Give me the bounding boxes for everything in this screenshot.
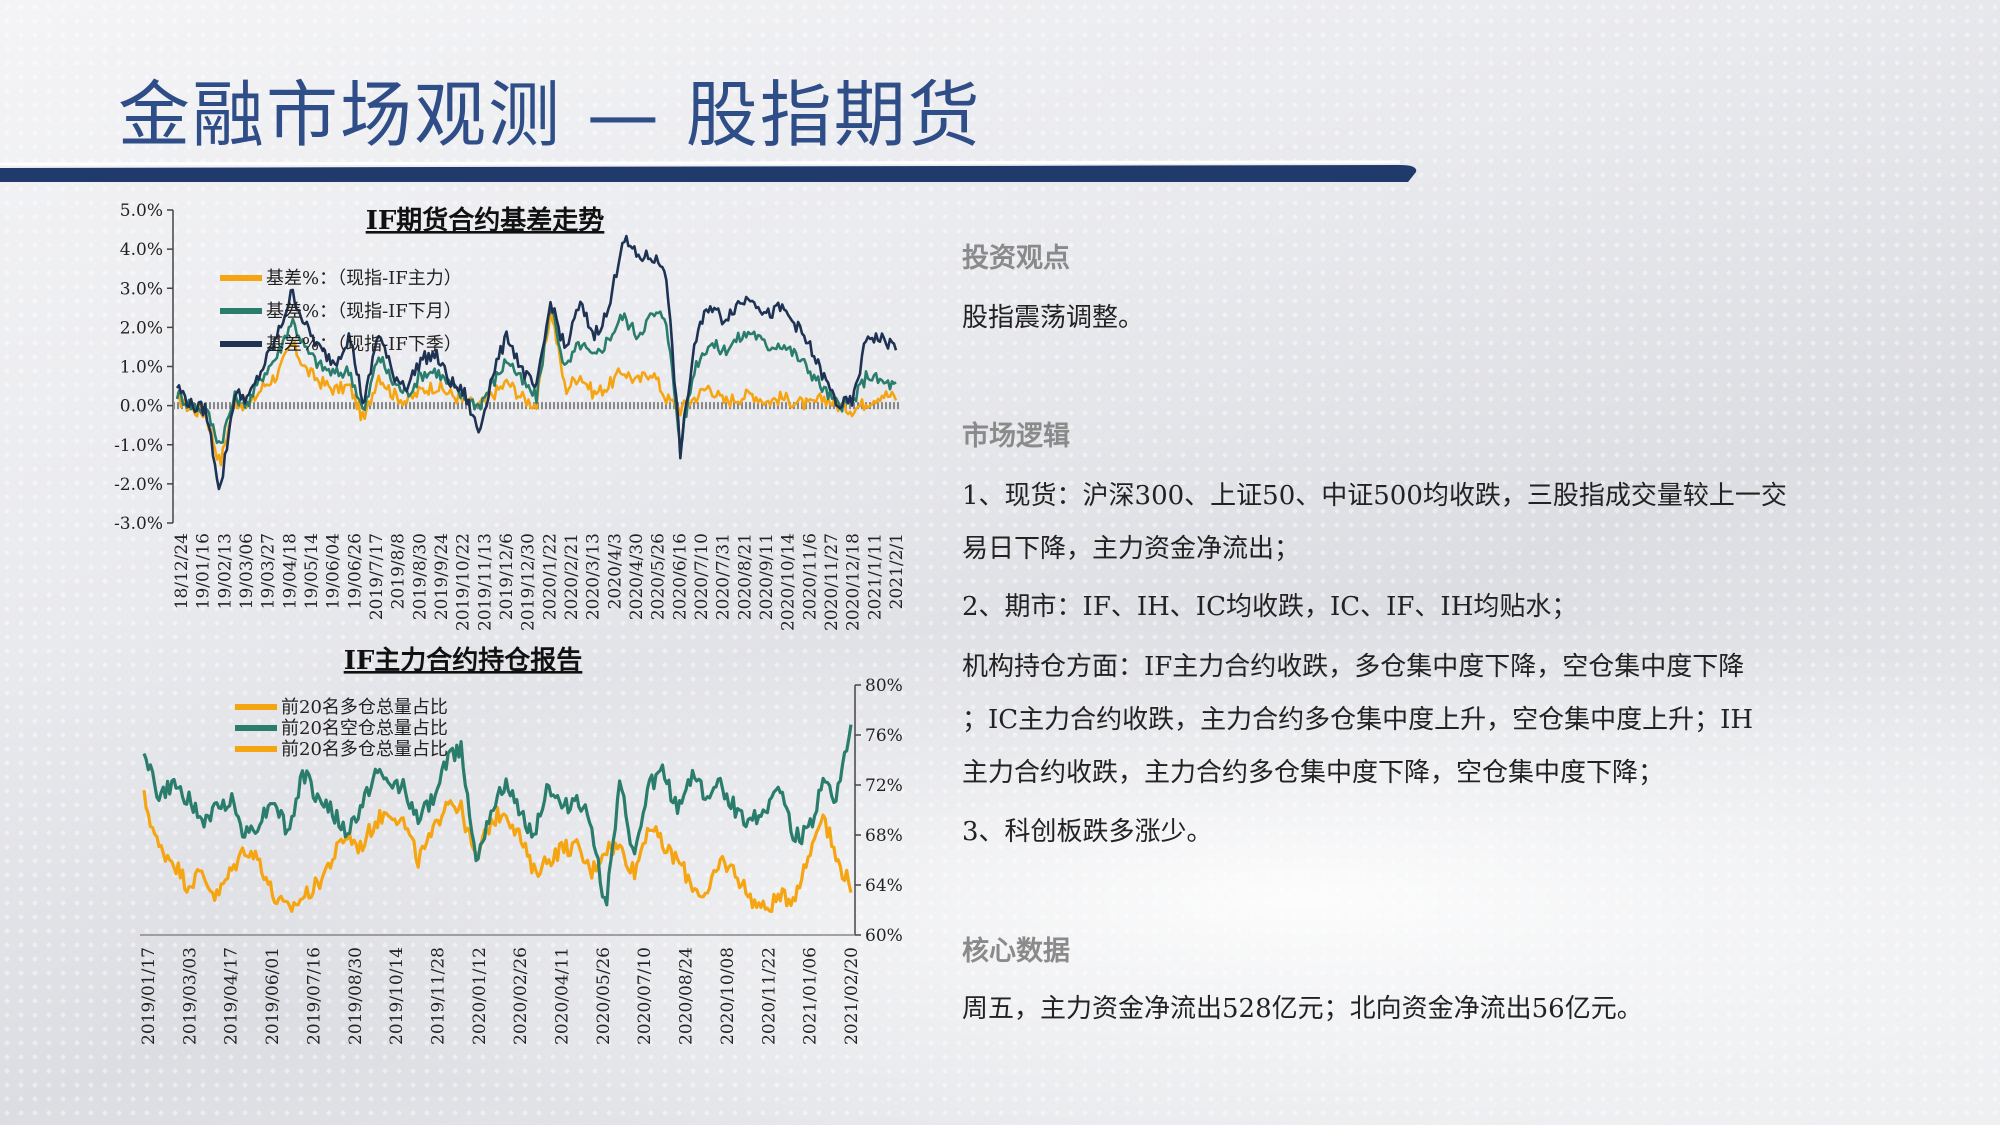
x-tick-label: 2021/2/1 [887,533,907,609]
x-tick-label: 2020/3/13 [584,533,604,620]
chart-title: IF期货合约基差走势 [366,205,605,236]
logic-line: 3、科创板跌多涨少。 [962,817,1213,847]
x-tick-label: 2019/8/30 [410,533,430,620]
y-tick-label: 76% [865,726,903,746]
series-line [142,790,853,913]
page-title: 金融市场观测 — 股指期货 [118,73,982,157]
legend-label: 基差%：（现指-IF下季） [266,334,462,355]
x-tick-label: 2020/2/21 [562,533,582,620]
y-tick-label: -3.0% [114,514,163,534]
y-tick-label: 3.0% [120,279,163,299]
logic-line: 1、现货：沪深300、上证50、中证500均收跌，三股指成交量较上一交 [962,481,1787,511]
y-tick-label: -1.0% [114,436,163,456]
x-tick-label: 19/05/14 [302,533,322,609]
x-tick-label: 2019/04/17 [222,947,242,1045]
y-tick-label: 72% [865,776,903,796]
x-tick-label: 19/03/27 [259,533,279,609]
x-tick-label: 2019/8/8 [389,533,409,609]
y-tick-label: -2.0% [114,475,163,495]
x-tick-label: 2021/1/11 [865,533,885,620]
x-tick-label: 2020/01/12 [470,947,490,1045]
x-tick-label: 2019/9/24 [432,533,452,620]
series-line [176,307,898,467]
x-tick-label: 2019/11/28 [428,947,448,1045]
logic-line: 2、期市：IF、IH、IC均收跌，IC、IF、IH均贴水； [962,592,1578,622]
x-tick-label: 2020/7/10 [692,533,712,620]
x-tick-label: 2019/10/14 [387,947,407,1045]
series-line [175,308,897,445]
title-underline-bar [0,160,1417,182]
x-tick-label: 19/03/06 [237,533,257,609]
x-tick-label: 19/04/18 [280,533,300,609]
x-tick-label: 2019/11/13 [475,533,495,631]
x-tick-label: 2021/01/06 [801,947,821,1045]
legend-label: 前20名多仓总量占比 [281,739,448,760]
logic-line: ；IC主力合约收跌，主力合约多仓集中度上升，空仓集中度上升；IH [962,705,1754,735]
core-text: 周五，主力资金净流出528亿元；北向资金净流出56亿元。 [962,994,1643,1024]
background-glow [0,560,2000,1125]
basis-trend-chart: 5.0% 4.0% 3.0% 2.0% 1.0% 0.0% -1.0% -2.0% -3.0% 1… [114,201,907,631]
x-tick-label: 19/02/13 [215,533,235,609]
legend-label: 前20名空仓总量占比 [281,718,448,739]
x-tick-label: 2020/4/30 [627,533,647,620]
x-tick-label: 2020/07/10 [635,947,655,1045]
x-tick-label: 2019/7/17 [367,533,387,620]
x-tick-label: 19/06/26 [345,533,365,609]
section-heading-core: 核心数据 [962,936,1070,967]
x-tick-label: 2020/9/11 [757,533,777,620]
view-text: 股指震荡调整。 [962,303,1145,333]
legend-label: 基差%：（现指-IF主力） [266,268,462,289]
y-tick-label: 5.0% [120,201,163,221]
x-tick-label: 2019/03/03 [180,947,200,1045]
x-tick-label: 2020/05/26 [594,947,614,1045]
x-tick-label: 2020/5/26 [649,533,669,620]
x-tick-label: 2020/10/08 [718,947,738,1045]
x-tick-label: 19/01/16 [194,533,214,609]
x-tick-label: 2020/7/31 [714,533,734,620]
y-tick-label: 64% [865,876,903,896]
x-tick-label: 2020/10/14 [779,533,799,631]
y-tick-label: 0.0% [120,397,163,417]
x-tick-label: 2019/07/16 [304,947,324,1045]
section-heading-logic: 市场逻辑 [962,421,1070,452]
x-tick-label: 2020/02/26 [511,947,531,1045]
legend-label: 前20名多仓总量占比 [281,697,448,718]
chart-title: IF主力合约持仓报告 [344,645,583,676]
x-tick-label: 2020/4/3 [605,533,625,609]
x-tick-label: 18/12/24 [172,533,192,609]
legend-label: 基差%：（现指-IF下月） [266,301,462,322]
y-tick-label: 4.0% [120,240,163,260]
y-tick-label: 60% [865,926,903,946]
series-line [175,234,898,491]
x-tick-label: 2019/01/17 [139,947,159,1045]
logic-line: 机构持仓方面：IF主力合约收跌，多仓集中度下降，空仓集中度下降 [962,652,1745,682]
x-tick-label: 2019/08/30 [346,947,366,1045]
x-tick-label: 2020/12/18 [844,533,864,631]
x-tick-label: 2019/12/30 [519,533,539,631]
position-report-chart: 80% 76% 72% 68% 64% 60% 2019/01/17 2019/03/03 20… [139,645,903,1045]
x-tick-label: 2020/8/21 [735,533,755,620]
x-tick-label: 2020/08/24 [677,947,697,1045]
logic-line: 主力合约收跌，主力合约多仓集中度下降，空仓集中度下降； [962,758,1665,788]
x-tick-label: 2020/1/22 [540,533,560,620]
x-tick-label: 2019/06/01 [263,947,283,1045]
y-tick-label: 80% [865,676,903,696]
y-tick-label: 2.0% [120,318,163,338]
y-tick-label: 1.0% [120,358,163,378]
logic-line: 易日下降，主力资金净流出； [962,534,1301,564]
section-heading-view: 投资观点 [962,243,1070,274]
x-tick-label: 19/06/04 [324,533,344,609]
x-tick-label: 2020/11/6 [800,533,820,620]
y-tick-label: 68% [865,826,903,846]
x-tick-label: 2020/11/22 [759,947,779,1045]
x-tick-label: 2019/10/22 [454,533,474,631]
x-tick-label: 2020/6/16 [670,533,690,620]
x-tick-label: 2019/12/6 [497,533,517,620]
x-tick-label: 2020/04/11 [553,947,573,1045]
chart-legend: 基差%：（现指-IF主力） 基差%：（现指-IF下月） 基差%：（现指-IF下季） [220,268,462,355]
x-tick-label: 2021/02/20 [842,947,862,1045]
series-line [142,724,853,907]
x-tick-label: 2020/11/27 [822,533,842,631]
